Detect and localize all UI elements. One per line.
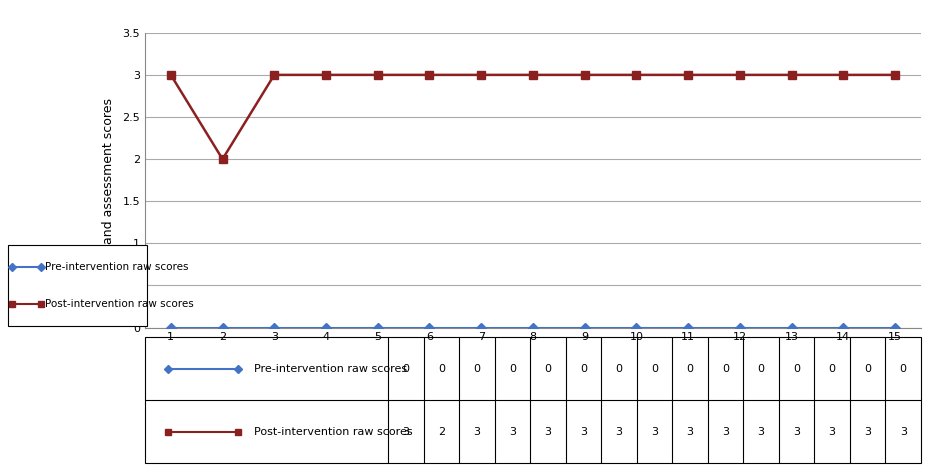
Pre-intervention raw scores [372, 325, 383, 330]
Text: 3: 3 [544, 427, 552, 437]
Pre-intervention raw scores [321, 325, 332, 330]
Pre-intervention raw scores [889, 325, 900, 330]
Post-intervention raw scores [476, 72, 487, 78]
Pre-intervention raw scores [217, 325, 228, 330]
Text: 2: 2 [438, 427, 445, 437]
Text: 3: 3 [828, 427, 836, 437]
Text: 0: 0 [651, 364, 658, 373]
Post-intervention raw scores [165, 72, 177, 78]
Pre-intervention raw scores [631, 325, 642, 330]
Post-intervention raw scores [579, 72, 590, 78]
Post-intervention raw scores [217, 156, 228, 162]
Line: Post-intervention raw scores: Post-intervention raw scores [166, 71, 899, 163]
Post-intervention raw scores [889, 72, 900, 78]
Text: Post-intervention raw scores: Post-intervention raw scores [253, 427, 412, 437]
Pre-intervention raw scores [734, 325, 745, 330]
Text: 0: 0 [757, 364, 765, 373]
Text: 3: 3 [899, 427, 907, 437]
Text: 0: 0 [438, 364, 445, 373]
Pre-intervention raw scores [786, 325, 798, 330]
Text: 3: 3 [509, 427, 516, 437]
Text: Pre-intervention raw scores: Pre-intervention raw scores [45, 262, 189, 272]
Post-intervention raw scores [631, 72, 642, 78]
Text: 3: 3 [473, 427, 481, 437]
Pre-intervention raw scores [165, 325, 177, 330]
Line: Pre-intervention raw scores: Pre-intervention raw scores [167, 324, 899, 331]
Post-intervention raw scores [786, 72, 798, 78]
Post-intervention raw scores [321, 72, 332, 78]
Text: 3: 3 [757, 427, 765, 437]
Text: 0: 0 [828, 364, 836, 373]
Text: 3: 3 [722, 427, 729, 437]
Text: 3: 3 [686, 427, 694, 437]
Text: 0: 0 [899, 364, 907, 373]
Text: 0: 0 [473, 364, 481, 373]
Post-intervention raw scores [527, 72, 539, 78]
Post-intervention raw scores [372, 72, 383, 78]
Text: 0: 0 [615, 364, 623, 373]
Text: 3: 3 [615, 427, 623, 437]
Text: 0: 0 [509, 364, 516, 373]
Text: 0: 0 [580, 364, 587, 373]
Post-intervention raw scores [683, 72, 694, 78]
Text: 3: 3 [864, 427, 871, 437]
Text: 3: 3 [402, 427, 410, 437]
Post-intervention raw scores [424, 72, 435, 78]
Text: 3: 3 [580, 427, 587, 437]
Text: Pre-intervention raw scores: Pre-intervention raw scores [253, 364, 407, 373]
Text: 0: 0 [402, 364, 410, 373]
Post-intervention raw scores [734, 72, 745, 78]
Text: 3: 3 [651, 427, 658, 437]
Post-intervention raw scores [838, 72, 849, 78]
Pre-intervention raw scores [424, 325, 435, 330]
Text: Post-intervention raw scores: Post-intervention raw scores [45, 299, 194, 309]
Pre-intervention raw scores [527, 325, 539, 330]
Pre-intervention raw scores [579, 325, 590, 330]
Pre-intervention raw scores [838, 325, 849, 330]
Text: 0: 0 [686, 364, 694, 373]
Text: 0: 0 [793, 364, 800, 373]
Text: 3: 3 [793, 427, 800, 437]
Text: 0: 0 [864, 364, 871, 373]
Post-intervention raw scores [268, 72, 280, 78]
Text: 0: 0 [722, 364, 729, 373]
Y-axis label: Strand assessment scores: Strand assessment scores [102, 98, 115, 262]
Pre-intervention raw scores [476, 325, 487, 330]
Pre-intervention raw scores [268, 325, 280, 330]
Pre-intervention raw scores [683, 325, 694, 330]
Text: 0: 0 [544, 364, 552, 373]
